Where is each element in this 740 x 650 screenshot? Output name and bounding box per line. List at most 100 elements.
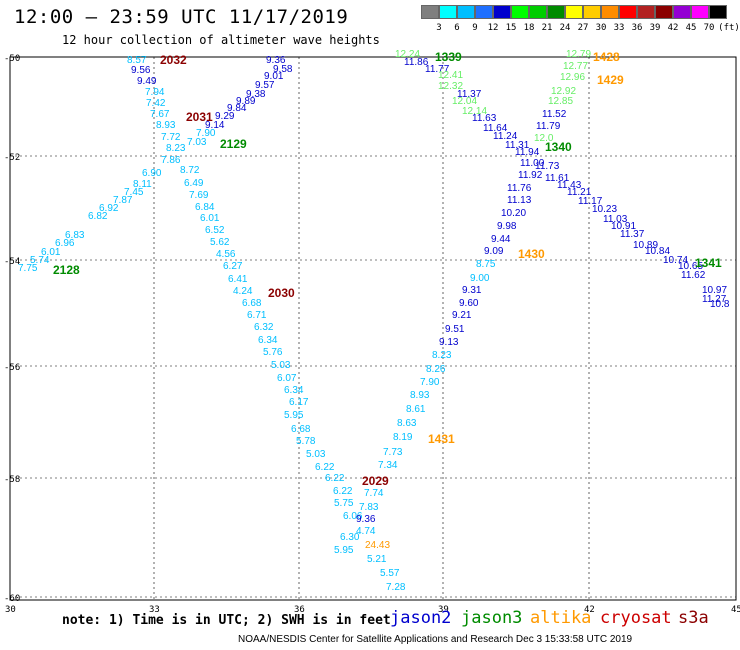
legend-altika: altika (530, 608, 592, 628)
swh-observation: 8.23 (166, 143, 186, 154)
swh-observation: 6.90 (142, 168, 162, 179)
swh-observation: 6.96 (55, 238, 75, 249)
footer-note: note: 1) Time is in UTC; 2) SWH is in fe… (62, 613, 391, 628)
colorbar-label: 27 (577, 23, 589, 33)
swh-observation: 11.94 (515, 147, 540, 158)
swh-observation: 12.04 (452, 96, 477, 107)
swh-observation: 9.89 (236, 96, 256, 107)
swh-observation: 5.21 (367, 554, 387, 565)
swh-observation: 9.21 (452, 310, 472, 321)
swh-observation: 6.82 (88, 211, 108, 222)
swh-observation: 10.23 (592, 204, 617, 215)
swh-observation: 9.00 (470, 273, 490, 284)
colorbar-swatch (709, 5, 727, 19)
colorbar-swatch (475, 5, 493, 19)
swh-observation: 9.58 (273, 64, 293, 75)
swh-observation: 10.20 (501, 208, 526, 219)
lon-label: 30 (5, 605, 16, 615)
swh-observation: 11.31 (505, 140, 530, 151)
swh-observation: 6.22 (315, 462, 335, 473)
swh-observation: 6.30 (340, 532, 360, 543)
swh-observation: 10.91 (611, 221, 636, 232)
swh-observation: 8.72 (180, 165, 200, 176)
colorbar-swatch (493, 5, 511, 19)
pass-time-label: 2032 (160, 53, 187, 67)
swh-observation: 7.34 (378, 460, 398, 471)
swh-observation: 7.90 (420, 377, 440, 388)
swh-observation: 11.24 (493, 131, 518, 142)
swh-observation: 12.32 (438, 81, 463, 92)
swh-observation: 8.75 (476, 259, 496, 270)
swh-observation: 6.32 (254, 322, 274, 333)
swh-observation: 11.37 (620, 229, 645, 240)
pass-time-label: 1428 (593, 50, 620, 64)
swh-observation: 8.26 (426, 364, 446, 375)
colorbar-swatch (601, 5, 619, 19)
page-subtitle: 12 hour collection of altimeter wave hei… (62, 33, 380, 47)
swh-observation: 8.11 (133, 179, 152, 190)
legend-jason2: jason2 (390, 608, 452, 628)
colorbar-label: 6 (454, 23, 460, 33)
pass-time-label: 1430 (518, 247, 545, 261)
swh-observation: 12.0 (534, 133, 554, 144)
swh-observation: 5.03 (306, 449, 326, 460)
lat-label: -56 (4, 363, 20, 373)
lon-label: 42 (584, 605, 595, 615)
colorbar-label: 70 (703, 23, 715, 33)
colorbar-label: 15 (505, 23, 517, 33)
swh-observation: 5.62 (210, 237, 230, 248)
swh-observation: 5.57 (380, 568, 400, 579)
swh-observation: 8.63 (397, 418, 417, 429)
colorbar-label: 18 (523, 23, 535, 33)
swh-observation: 11.21 (567, 187, 592, 198)
swh-observation: 7.83 (359, 502, 379, 513)
colorbar-label: 9 (472, 23, 478, 33)
colorbar-swatch (673, 5, 691, 19)
swh-observation: 11.64 (483, 123, 508, 134)
swh-observation: 11.92 (518, 170, 543, 181)
pass-time-label: 2030 (268, 286, 295, 300)
pass-time-label: 2029 (362, 474, 389, 488)
swh-observation: 9.60 (459, 298, 479, 309)
swh-observation: 4.74 (356, 526, 376, 537)
pass-time-label: 1341 (695, 256, 722, 270)
colorbar-label: 45 (685, 23, 697, 33)
swh-observation: 8.57 (127, 55, 147, 66)
swh-observation: 11.61 (545, 173, 570, 184)
swh-observation: 11.37 (457, 89, 482, 100)
pass-time-label: 1339 (435, 50, 462, 64)
swh-observation: 11.76 (507, 183, 532, 194)
swh-observation: 11.63 (472, 113, 497, 124)
swh-observation: 7.28 (386, 582, 406, 593)
swh-observation: 11.79 (536, 121, 561, 132)
pass-time-label: 1340 (545, 140, 572, 154)
swh-observation: 12.85 (548, 96, 573, 107)
swh-observation: 11.62 (681, 270, 706, 281)
swh-observation: 9.36 (356, 514, 376, 525)
swh-observation: 10.97 (702, 285, 727, 296)
swh-observation: 8.93 (410, 390, 430, 401)
lat-label: -54 (4, 257, 20, 267)
swh-observation: 11.17 (578, 196, 603, 207)
lat-label: -60 (4, 594, 20, 604)
colorbar-label: 39 (649, 23, 661, 33)
swh-observation: 7.94 (145, 87, 165, 98)
legend-jason3: jason3 (461, 608, 523, 628)
swh-observation: 9.14 (205, 120, 225, 131)
swh-observation: 9.29 (215, 111, 235, 122)
swh-observation: 9.51 (445, 324, 465, 335)
swh-observation: 4.56 (216, 249, 236, 260)
legend-cryosat: cryosat (600, 608, 672, 628)
swh-observation: 6.01 (200, 213, 220, 224)
lon-label: 39 (438, 605, 449, 615)
swh-observation: 9.01 (264, 71, 284, 82)
swh-observation: 5.76 (263, 347, 283, 358)
colorbar-swatch (637, 5, 655, 19)
colorbar-label: 33 (613, 23, 625, 33)
swh-observation: 7.45 (124, 187, 144, 198)
swh-observation: 7.75 (18, 263, 38, 274)
colorbar-swatch (547, 5, 565, 19)
swh-observation: 6.06 (343, 511, 363, 522)
colorbar-swatch (583, 5, 601, 19)
